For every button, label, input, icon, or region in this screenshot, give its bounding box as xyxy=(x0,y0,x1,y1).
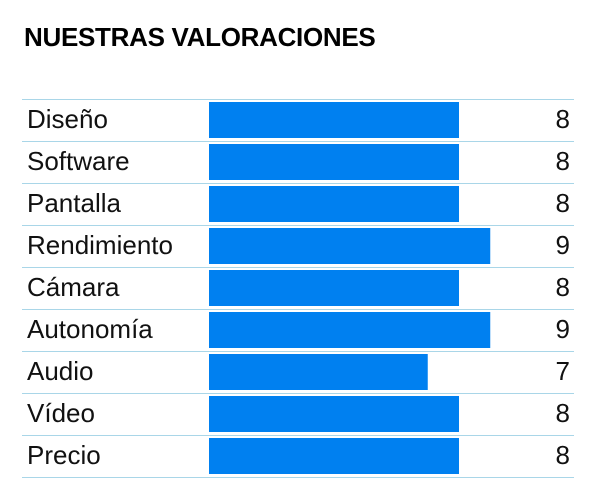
rating-value: 8 xyxy=(556,104,570,134)
rating-bar xyxy=(209,312,491,348)
rating-value: 7 xyxy=(556,356,570,386)
rating-bar xyxy=(209,144,459,180)
rating-bar xyxy=(209,396,459,432)
category-label: Autonomía xyxy=(27,314,153,344)
rating-value: 8 xyxy=(556,440,570,470)
category-label: Diseño xyxy=(27,104,108,134)
rating-value: 8 xyxy=(556,398,570,428)
rating-bar xyxy=(209,270,459,306)
rating-bar xyxy=(209,354,428,390)
chart-title: NUESTRAS VALORACIONES xyxy=(24,22,376,52)
rating-bar xyxy=(209,186,459,222)
category-label: Software xyxy=(27,146,130,176)
category-label: Vídeo xyxy=(27,398,95,428)
rating-value: 8 xyxy=(556,146,570,176)
rating-value: 9 xyxy=(556,314,570,344)
rating-value: 8 xyxy=(556,188,570,218)
category-label: Audio xyxy=(27,356,94,386)
category-label: Cámara xyxy=(27,272,120,302)
rating-bar xyxy=(209,438,459,474)
rating-value: 9 xyxy=(556,230,570,260)
rating-value: 8 xyxy=(556,272,570,302)
category-label: Precio xyxy=(27,440,101,470)
category-label: Pantalla xyxy=(27,188,121,218)
rating-bar xyxy=(209,228,491,264)
category-label: Rendimiento xyxy=(27,230,173,260)
rating-bar xyxy=(209,102,459,138)
